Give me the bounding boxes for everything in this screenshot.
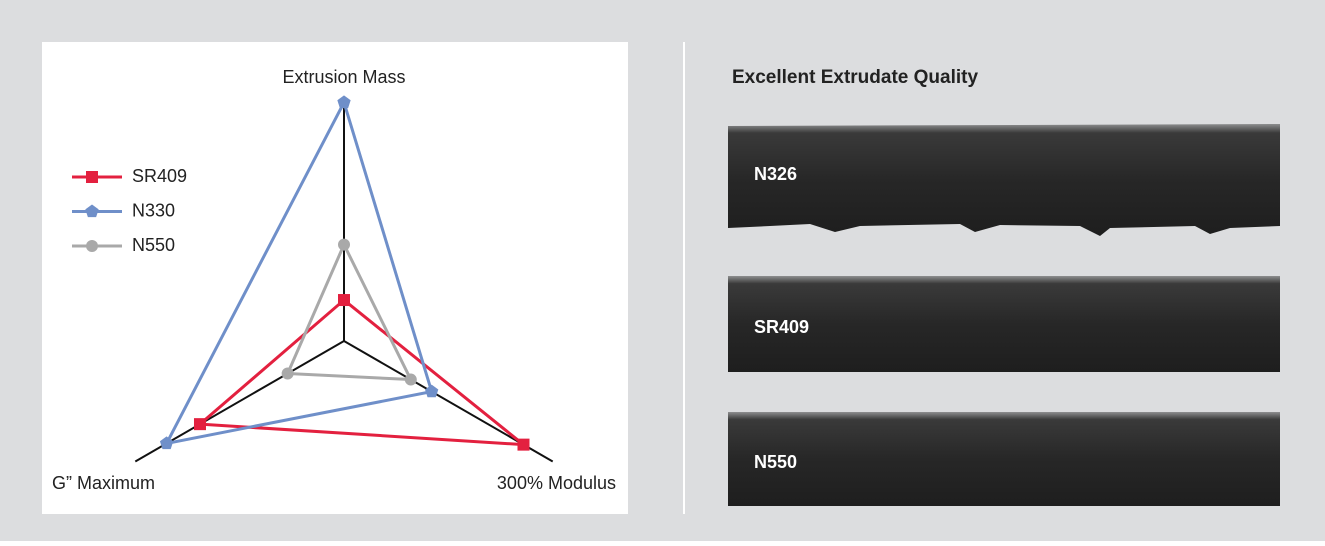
marker bbox=[338, 238, 350, 251]
chart-panel bbox=[42, 42, 628, 514]
axis-label: Extrusion Mass bbox=[282, 67, 405, 87]
legend-marker bbox=[86, 240, 98, 252]
extrudate-image bbox=[728, 412, 1280, 506]
sample-label: SR409 bbox=[754, 317, 809, 337]
series-polygon bbox=[163, 98, 434, 446]
marker bbox=[159, 436, 174, 450]
axis-label: G” Maximum bbox=[52, 473, 155, 493]
sample-label: N326 bbox=[754, 164, 797, 184]
legend-marker bbox=[86, 171, 98, 183]
marker bbox=[193, 418, 206, 431]
marker bbox=[337, 95, 351, 109]
legend-marker bbox=[85, 204, 99, 218]
axis-label: 300% Modulus bbox=[497, 473, 616, 493]
marker bbox=[404, 373, 417, 386]
legend-label: N550 bbox=[132, 235, 175, 255]
marker bbox=[281, 367, 294, 380]
panel-title: Excellent Extrudate Quality bbox=[732, 67, 978, 88]
extrudate-image bbox=[728, 276, 1280, 372]
marker bbox=[425, 384, 439, 398]
series-polygon bbox=[285, 241, 414, 382]
marker bbox=[338, 294, 350, 307]
marker bbox=[517, 438, 530, 451]
series-polygon bbox=[196, 298, 529, 447]
legend-label: SR409 bbox=[132, 166, 187, 186]
sample-label: N550 bbox=[754, 452, 797, 472]
legend-label: N330 bbox=[132, 200, 175, 220]
extrudate-image bbox=[728, 124, 1280, 236]
